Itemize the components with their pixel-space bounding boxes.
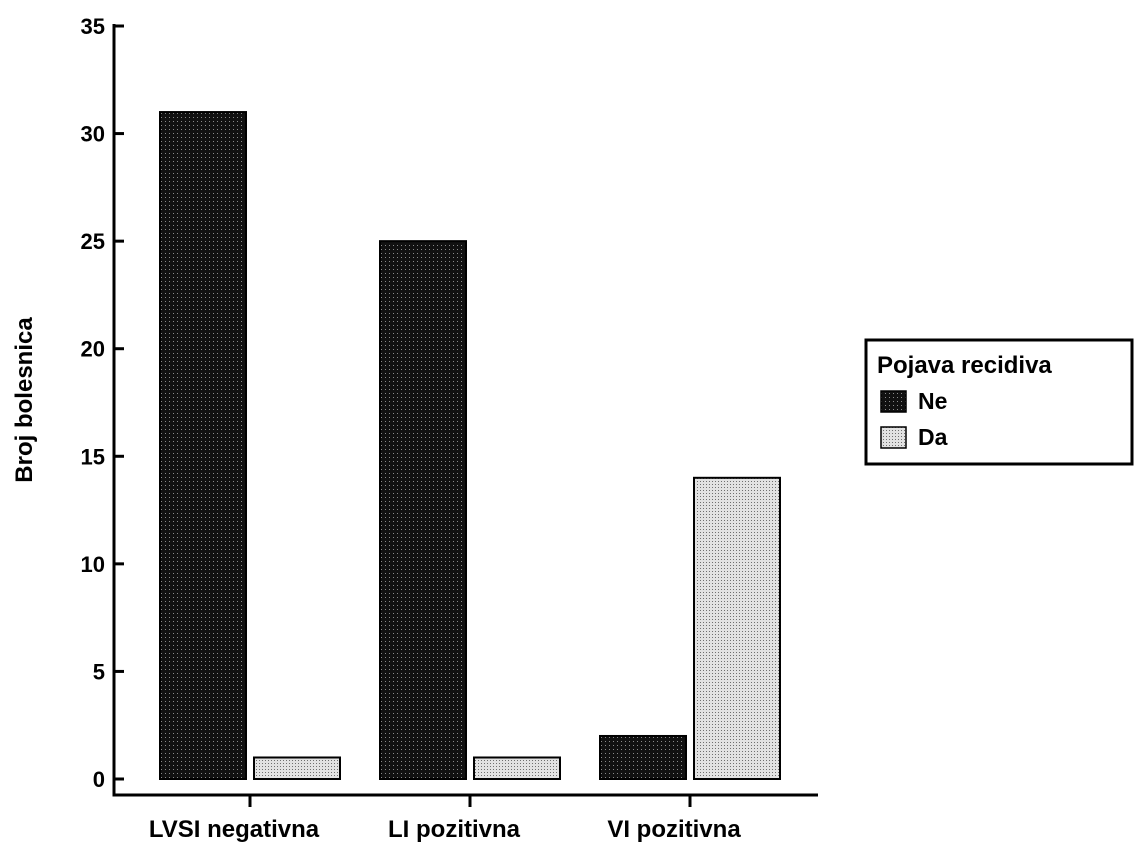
y-tick-label: 10 (81, 552, 105, 577)
y-tick-label: 0 (93, 767, 105, 792)
legend-title: Pojava recidiva (877, 352, 1052, 379)
y-tick-label: 20 (81, 337, 105, 362)
y-tick-label: 15 (81, 444, 105, 469)
legend-label-da: Da (918, 424, 948, 450)
y-tick-label: 35 (81, 14, 105, 39)
x-tick-label: VI pozitivna (607, 816, 741, 843)
bar-da-3 (693, 476, 781, 780)
x-tick-label: LVSI negativna (149, 816, 320, 843)
x-tick-label: LI pozitivna (388, 816, 521, 843)
bar-da-2 (473, 756, 561, 781)
axes (112, 24, 818, 807)
y-axis-title: Broj bolesnica (11, 317, 38, 483)
bar-da-1 (253, 756, 341, 781)
axis-labels: 0 5 10 15 20 25 30 35 LVSI negativna LI pozitivna… (81, 14, 742, 843)
legend-swatch-ne (880, 390, 907, 413)
y-tick-label: 25 (81, 229, 105, 254)
legend-box (864, 338, 1134, 466)
bars (159, 111, 781, 781)
y-tick-label: 5 (93, 659, 105, 684)
legend-label-ne: Ne (918, 388, 947, 414)
bar-ne-2 (379, 240, 467, 780)
legend-swatch-da (880, 426, 907, 449)
bar-ne-1 (159, 111, 247, 781)
legend: Pojava recidiva Ne Da (864, 338, 1134, 466)
bar-ne-3 (599, 734, 687, 781)
y-tick-label: 30 (81, 122, 105, 147)
